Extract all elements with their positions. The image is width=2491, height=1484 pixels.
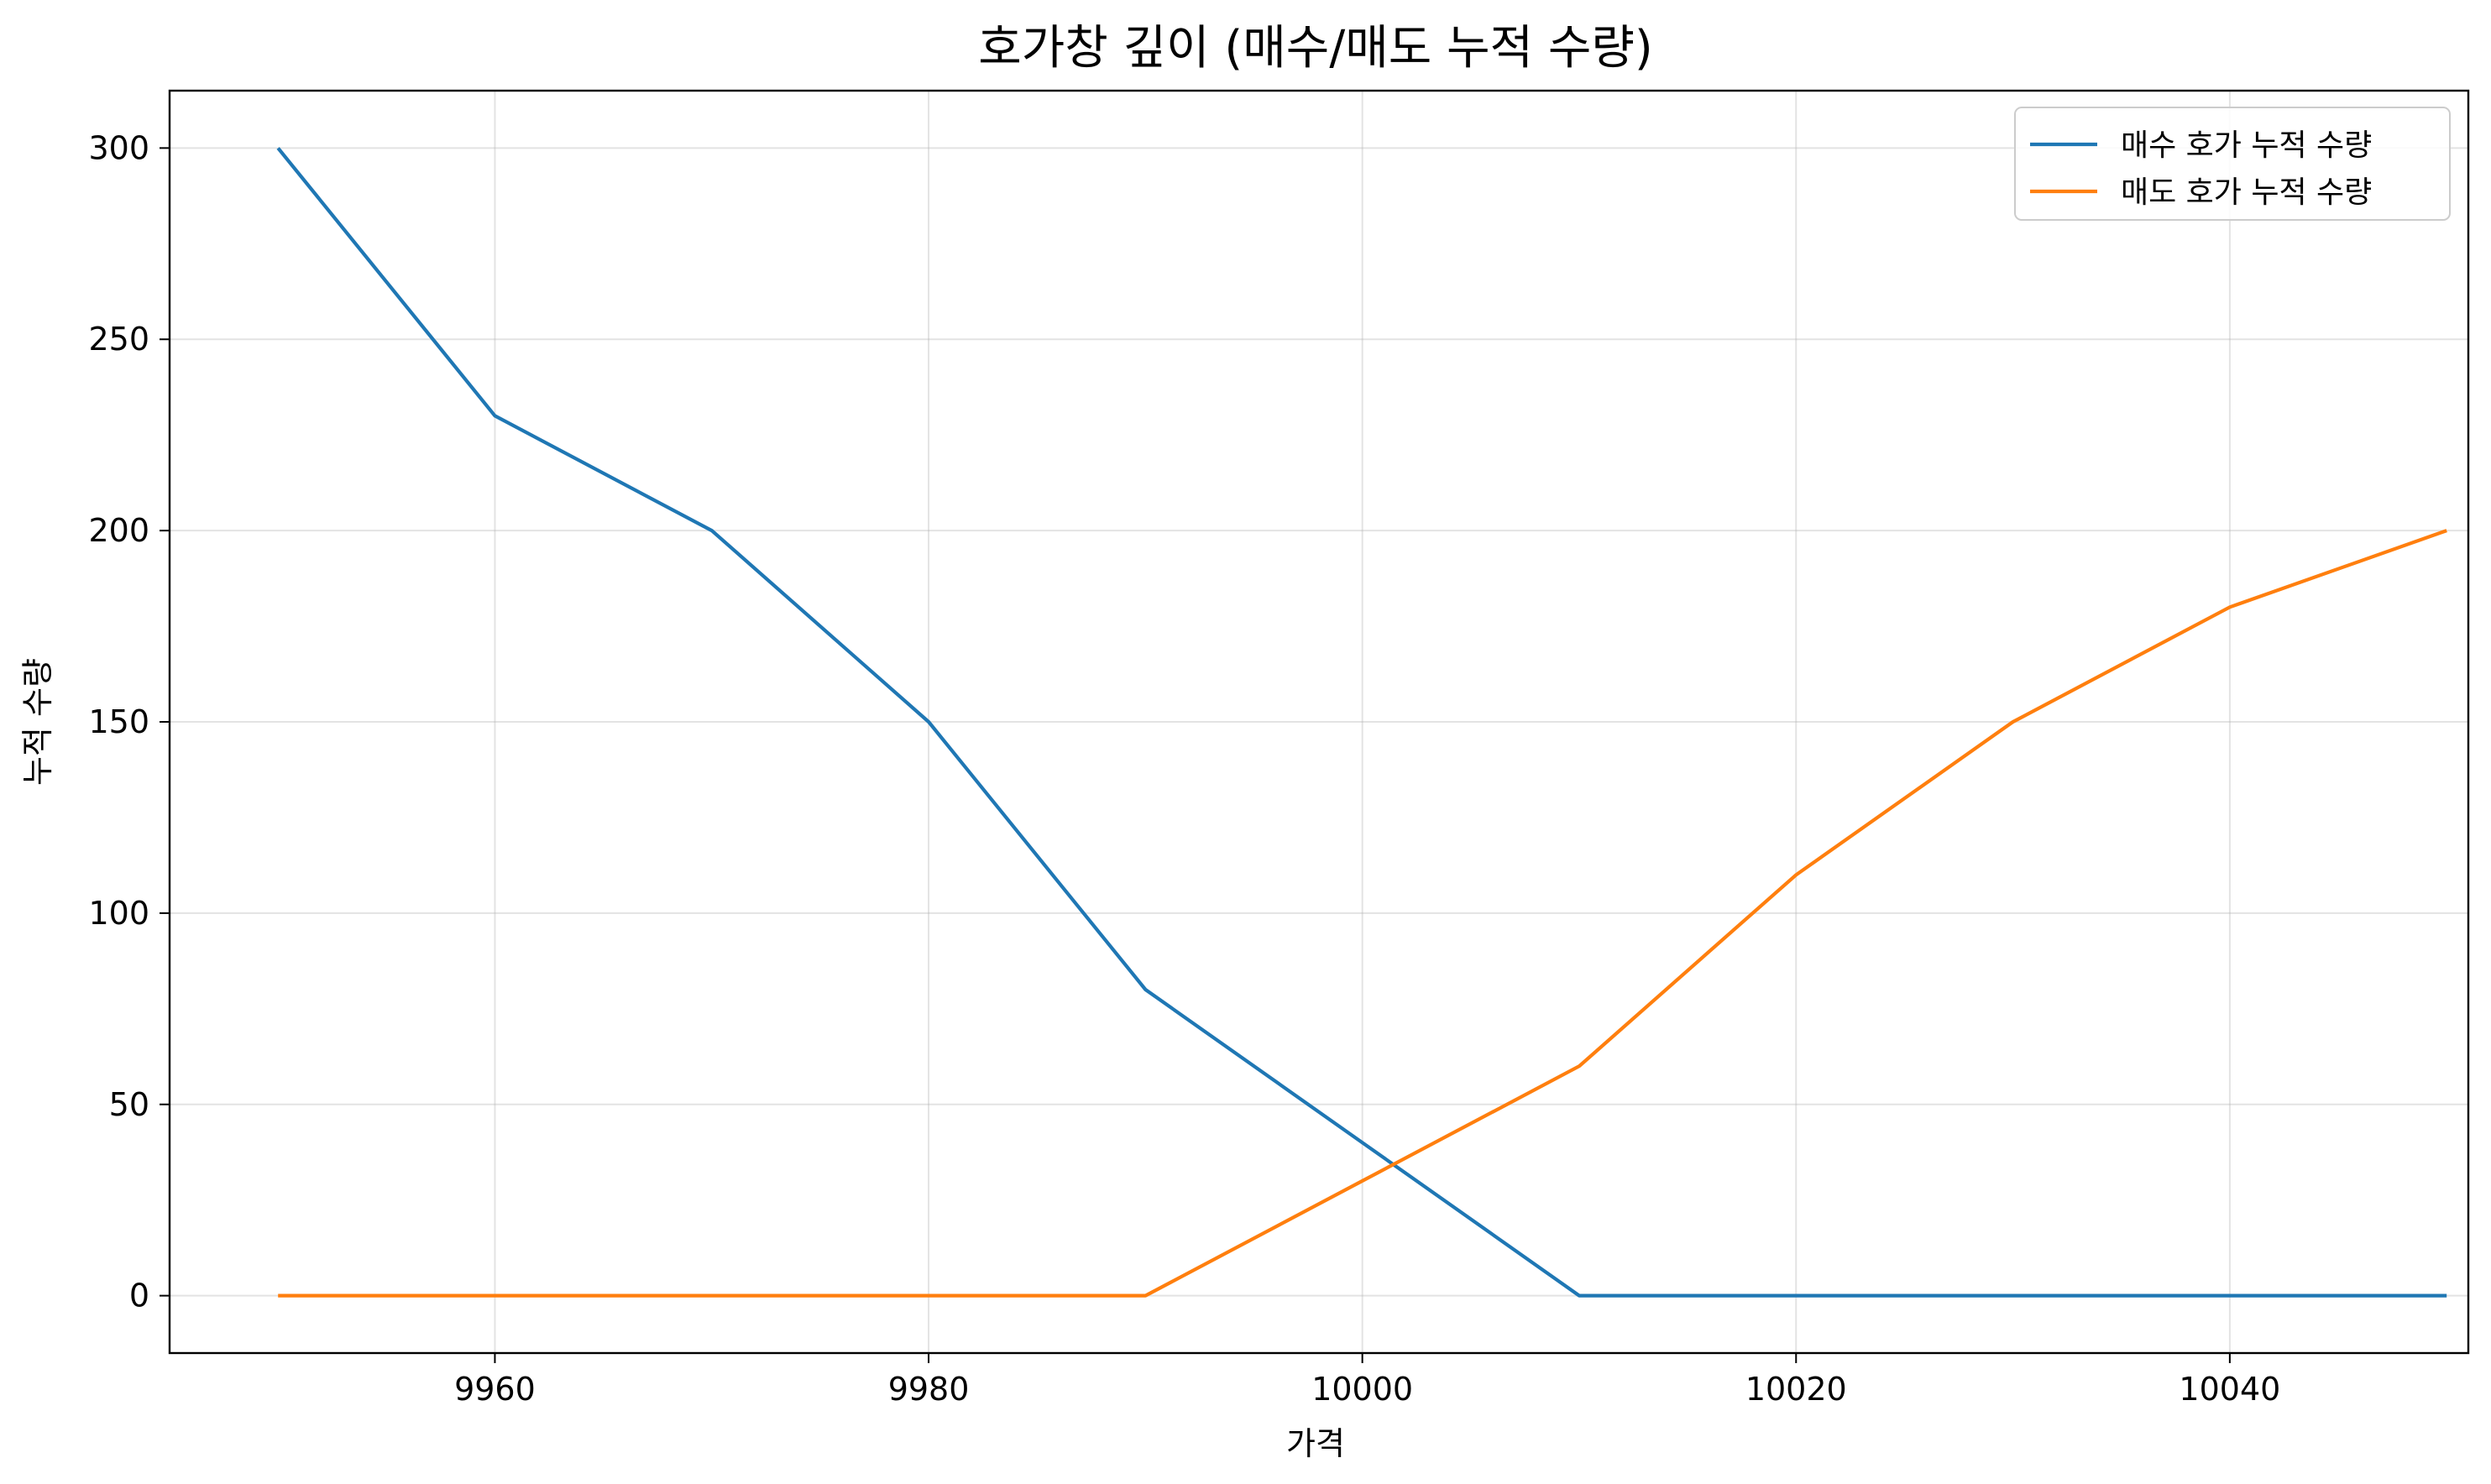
y-tick-label: 150 [88, 703, 149, 740]
y-tick-label: 200 [88, 512, 149, 549]
y-axis-label: 누적 수량 [19, 658, 56, 786]
legend-entry: 매도 호가 누적 수량 [2121, 175, 2372, 210]
y-tick-label: 0 [129, 1278, 149, 1314]
y-tick-label: 250 [88, 321, 149, 358]
x-axis-label: 가격 [1286, 1425, 1345, 1462]
grid [170, 91, 2468, 1353]
chart-title: 호가창 깊이 (매수/매도 누적 수량) [978, 21, 1653, 76]
y-tick-label: 300 [88, 129, 149, 166]
x-axis: 9960 9980 10000 10020 10040 [454, 1353, 2280, 1408]
y-axis: 0 50 100 150 200 250 300 [88, 129, 170, 1314]
y-tick-label: 100 [88, 895, 149, 932]
x-tick-label: 10020 [1745, 1371, 1847, 1408]
x-tick-label: 9980 [888, 1371, 970, 1408]
legend-entry: 매수 호가 누적 수량 [2121, 128, 2372, 163]
y-tick-label: 50 [109, 1086, 149, 1123]
x-tick-label: 10000 [1311, 1371, 1413, 1408]
x-tick-label: 9960 [454, 1371, 536, 1408]
x-tick-label: 10040 [2179, 1371, 2280, 1408]
